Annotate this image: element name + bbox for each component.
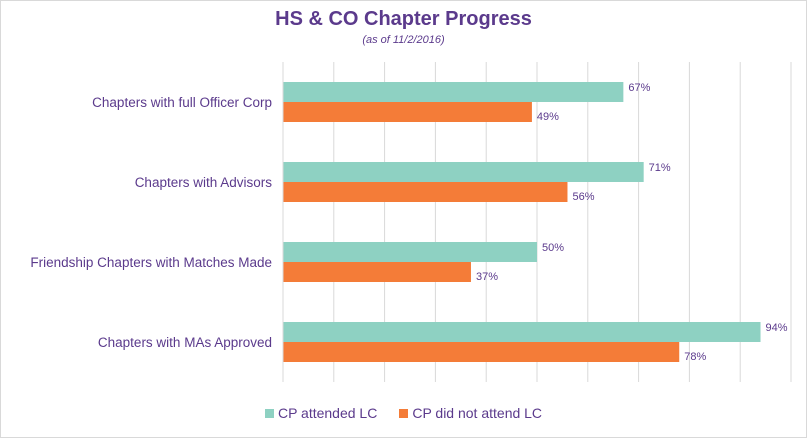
legend-swatch-attended bbox=[264, 408, 274, 418]
category-label: Chapters with Advisors bbox=[135, 175, 273, 190]
category-label: Chapters with full Officer Corp bbox=[92, 95, 272, 110]
chart-legend: CP attended LC CP did not attend LC bbox=[0, 405, 807, 421]
legend-swatch-not-attended bbox=[399, 408, 409, 418]
bar bbox=[283, 242, 537, 262]
category-label: Friendship Chapters with Matches Made bbox=[30, 255, 272, 270]
legend-label-not-attended: CP did not attend LC bbox=[412, 405, 543, 421]
data-label: 67% bbox=[628, 82, 650, 94]
data-label: 49% bbox=[537, 111, 559, 123]
bar-chart: Chapters with full Officer Corp 67% 49% Cha… bbox=[30, 62, 792, 382]
data-label: 71% bbox=[649, 162, 671, 174]
bar bbox=[283, 182, 568, 202]
data-label: 37% bbox=[476, 271, 498, 283]
bar bbox=[283, 262, 471, 282]
bar bbox=[283, 342, 680, 362]
data-label: 78% bbox=[684, 351, 706, 363]
data-label: 94% bbox=[766, 322, 788, 334]
category-label: Chapters with MAs Approved bbox=[98, 335, 272, 350]
legend-item-attended: CP attended LC bbox=[264, 405, 378, 421]
legend-label-attended: CP attended LC bbox=[277, 405, 378, 421]
chart-subtitle: (as of 11/2/2016) bbox=[362, 34, 445, 46]
bar bbox=[283, 102, 532, 122]
data-label: 50% bbox=[542, 242, 564, 254]
bar bbox=[283, 162, 644, 182]
data-label: 56% bbox=[572, 191, 594, 203]
bar bbox=[283, 322, 761, 342]
legend-item-not-attended: CP did not attend LC bbox=[399, 405, 542, 421]
chart-title: HS & CO Chapter Progress bbox=[275, 8, 532, 30]
bar bbox=[283, 82, 624, 102]
